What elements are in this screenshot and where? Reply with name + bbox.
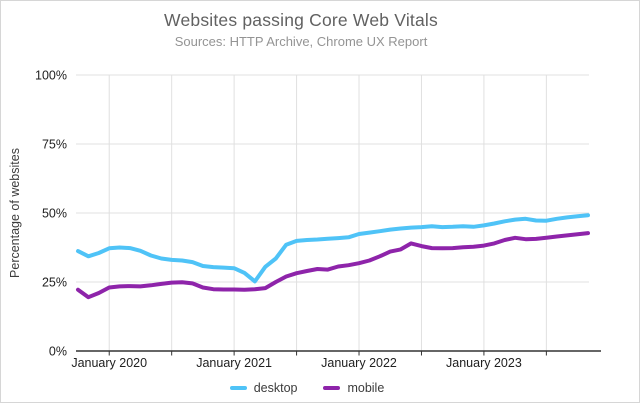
legend-label-desktop: desktop [253, 381, 298, 395]
legend-item-mobile: mobile [323, 381, 384, 395]
y-tick-label: 100% [35, 69, 67, 83]
series-line-desktop [76, 213, 590, 284]
chart-title: Websites passing Core Web Vitals [164, 10, 438, 30]
x-tick-label: January 2022 [321, 356, 397, 370]
series-line-mobile [76, 231, 590, 300]
y-tick-label: 50% [42, 207, 67, 221]
chart-legend: desktop mobile [1, 381, 613, 395]
legend-item-desktop: desktop [229, 381, 298, 395]
x-tick-label: January 2021 [196, 356, 272, 370]
y-tick-label: 0% [49, 345, 67, 359]
x-tick-label: January 2023 [446, 356, 522, 370]
y-tick-label: 25% [42, 276, 67, 290]
chart-subtitle: Sources: HTTP Archive, Chrome UX Report [174, 34, 428, 49]
legend-swatch-mobile-icon [323, 385, 341, 391]
legend-label-mobile: mobile [347, 381, 385, 395]
legend-swatch-desktop-icon [229, 385, 247, 391]
x-tick-label: January 2020 [71, 356, 147, 370]
y-tick-label: 75% [42, 138, 67, 152]
